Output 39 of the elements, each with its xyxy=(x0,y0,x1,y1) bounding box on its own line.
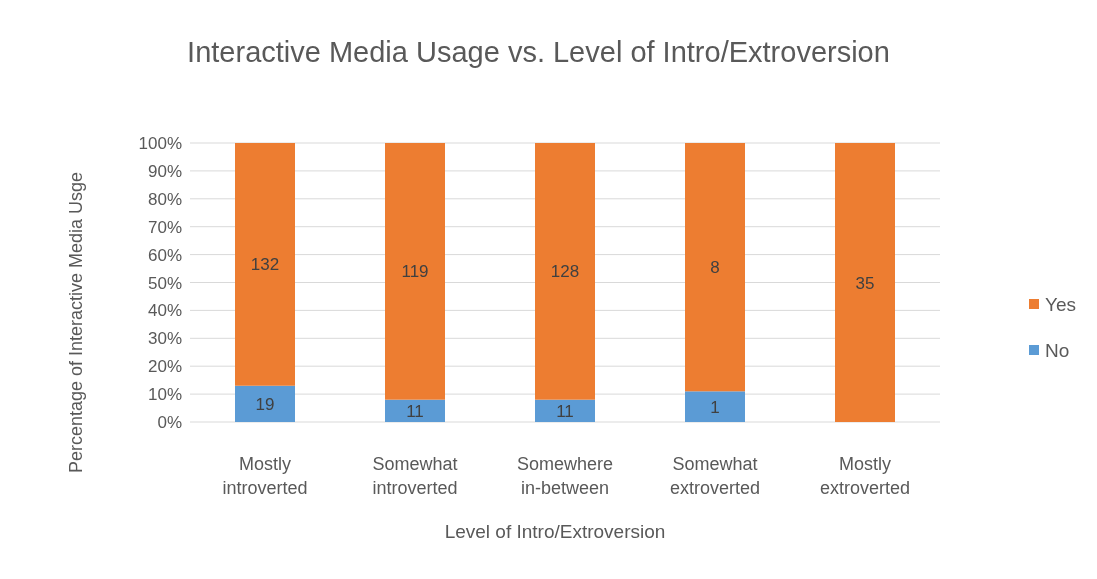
annotation: 8 xyxy=(710,258,720,278)
bar xyxy=(535,143,595,400)
bar xyxy=(385,143,445,400)
x-tick-label: Somewhere in-between xyxy=(516,454,614,498)
annotation: 1 xyxy=(710,397,720,417)
y-tick-label: 90% xyxy=(147,161,182,181)
y-tick-label: 70% xyxy=(147,217,182,237)
y-axis-title: Percentage of Interactive Media Usge xyxy=(66,171,86,474)
legend-label: Yes xyxy=(1045,294,1076,315)
annotation: 128 xyxy=(550,262,580,282)
bar xyxy=(685,143,745,392)
x-tick-label: Somewhat introverted xyxy=(372,454,458,498)
bar xyxy=(835,143,895,422)
annotation: 19 xyxy=(255,394,275,414)
y-tick-label: 30% xyxy=(147,329,182,349)
annotation: 119 xyxy=(401,262,429,282)
y-tick-label: 60% xyxy=(147,245,182,265)
y-tick-label: 10% xyxy=(147,385,182,405)
y-tick-label: 20% xyxy=(147,357,182,377)
bar xyxy=(685,391,745,422)
bar xyxy=(385,399,445,422)
y-tick-label: 80% xyxy=(147,189,182,209)
annotation: 11 xyxy=(406,401,424,421)
y-tick-label: 40% xyxy=(147,301,182,321)
bar xyxy=(535,399,595,422)
y-tick-label: 100% xyxy=(138,134,182,153)
y-tick-label: 0% xyxy=(157,413,182,432)
legend-label: No xyxy=(1045,340,1070,361)
x-axis-title: Level of Intro/Extroversion xyxy=(444,521,666,542)
chart-title: Interactive Media Usage vs. Level of Intro/Extroversion xyxy=(187,36,890,68)
annotation: 132 xyxy=(250,255,280,275)
y-tick-label: 50% xyxy=(147,273,182,293)
x-tick-label: Mostly extroverted xyxy=(819,454,911,498)
annotation: 35 xyxy=(855,273,875,293)
bar xyxy=(235,385,295,422)
x-tick-label: Mostly introverted xyxy=(222,454,308,498)
x-tick-label: Somewhat extroverted xyxy=(669,454,761,498)
bar xyxy=(235,143,295,386)
annotation: 11 xyxy=(556,401,574,421)
